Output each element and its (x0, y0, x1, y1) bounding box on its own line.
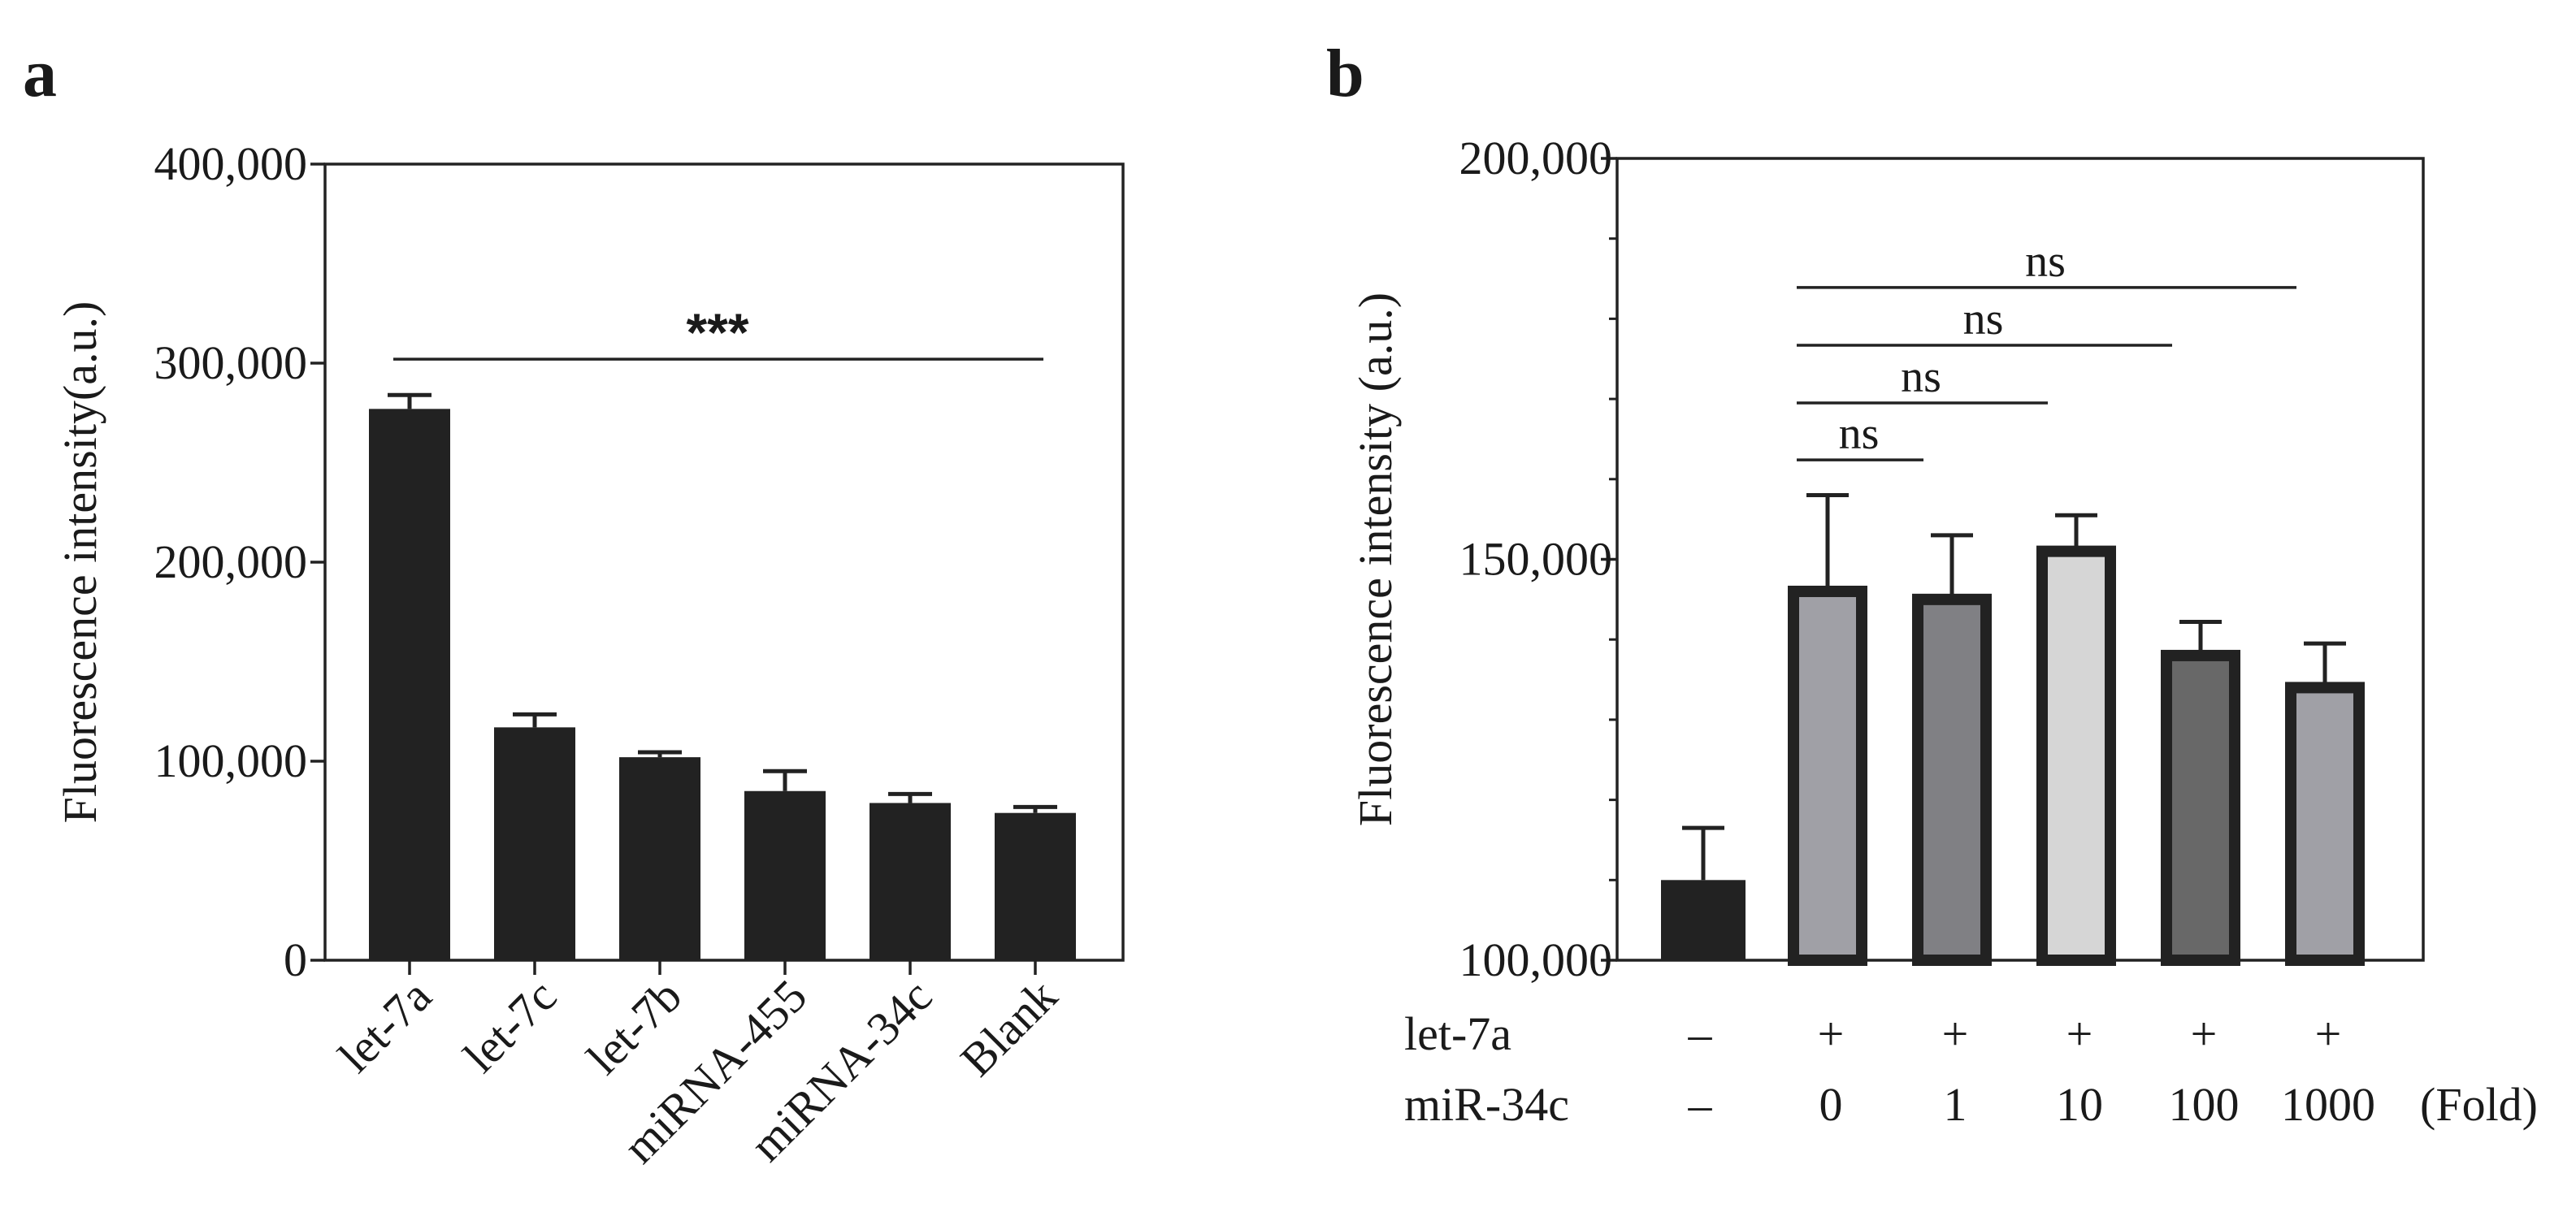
significance-label-b: ns (1901, 352, 1941, 402)
chart-b: 100,000 150,000 200,000 Fluorescence intens… (1349, 132, 2538, 1131)
chart-a: 0 100,000 200,000 300,000 400,000 Fluorescenc… (54, 137, 1125, 1173)
condition-value-b: 100 (2169, 1078, 2240, 1131)
condition-row-label-b: miR-34c (1404, 1078, 1569, 1131)
x-tick-label-a: Blank (950, 969, 1067, 1086)
condition-value-b: 1000 (2281, 1078, 2375, 1131)
y-tick-label-b: 200,000 (1459, 132, 1613, 184)
condition-value-b: 10 (2056, 1078, 2103, 1131)
bar-a (494, 727, 575, 960)
bar-a (369, 409, 450, 961)
x-tick-label-a: let-7c (453, 969, 566, 1082)
bar-a (995, 812, 1076, 960)
y-tick-label-a: 400,000 (154, 137, 308, 190)
y-tick-label-b: 100,000 (1459, 933, 1613, 986)
condition-value-b: 0 (1819, 1078, 1843, 1131)
condition-value-b: + (2066, 1007, 2093, 1060)
condition-value-b: + (1818, 1007, 1845, 1060)
bar-a (619, 757, 700, 960)
condition-value-b: + (1942, 1007, 1969, 1060)
significance-label-b: ns (2025, 236, 2066, 287)
condition-row-label-b: let-7a (1404, 1007, 1511, 1060)
bar-a (744, 790, 826, 960)
panel-a-letter: a (23, 36, 57, 111)
bar-b (1912, 593, 1992, 966)
bar-b (1661, 880, 1746, 960)
bar-a (870, 803, 951, 960)
y-tick-label-a: 0 (284, 933, 307, 986)
y-tick-label-a: 300,000 (154, 336, 308, 389)
bar-b (2285, 682, 2365, 966)
significance-stars-a: *** (686, 302, 748, 362)
condition-suffix-b: (Fold) (2420, 1078, 2538, 1131)
y-axis-title-b: Fluorescence intensity (a.u.) (1349, 292, 1402, 826)
condition-value-b: 1 (1944, 1078, 1967, 1131)
condition-value-b: + (2191, 1007, 2218, 1060)
bar-b (2161, 649, 2240, 966)
bar-b (1788, 585, 1867, 966)
x-tick-label-a: let-7a (328, 969, 441, 1082)
condition-value-b: + (2315, 1007, 2342, 1060)
bar-b (2036, 545, 2116, 966)
y-axis-title-a: Fluorescence intensity(a.u.) (54, 301, 106, 824)
significance-label-b: ns (1963, 294, 2004, 344)
panel-b-letter: b (1326, 36, 1364, 111)
y-tick-label-a: 100,000 (154, 734, 308, 787)
x-tick-label-a: let-7b (577, 969, 692, 1085)
condition-value-b: – (1688, 1078, 1713, 1131)
condition-value-b: – (1688, 1007, 1713, 1060)
y-tick-label-b: 150,000 (1459, 533, 1613, 586)
significance-label-b: ns (1839, 409, 1880, 459)
y-tick-label-a: 200,000 (154, 535, 308, 588)
